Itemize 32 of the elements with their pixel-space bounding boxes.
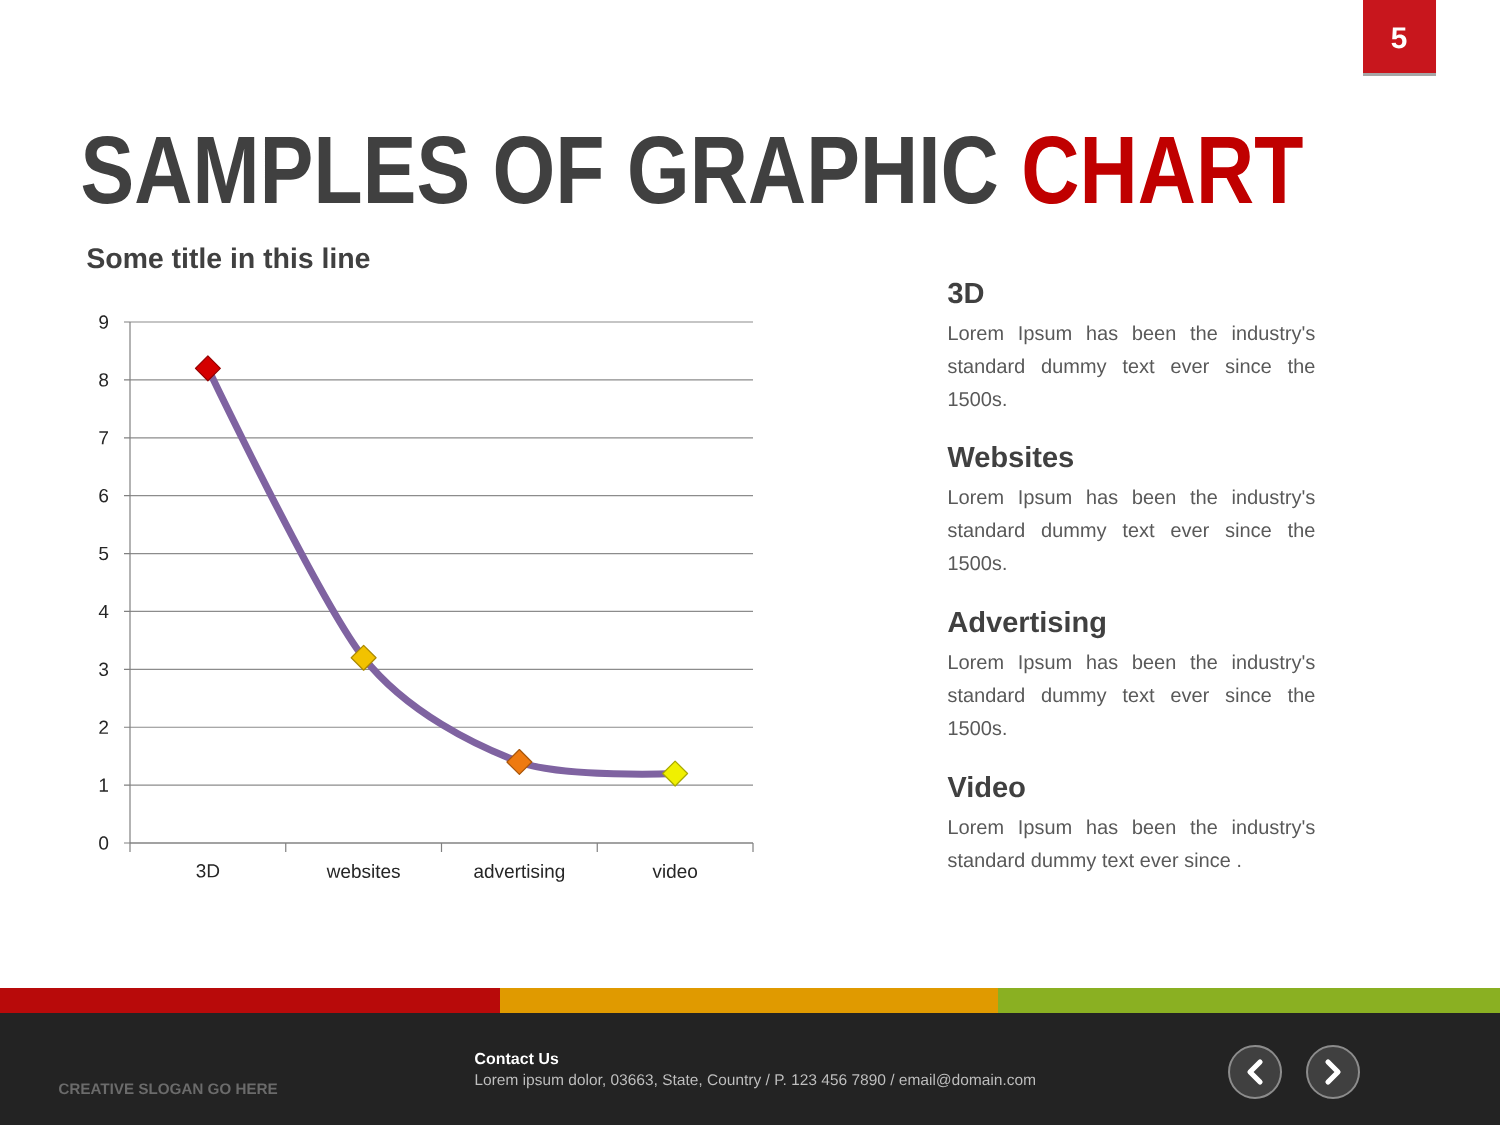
x-tick-label: 3D	[196, 864, 220, 878]
chart-title: SAMPLES OF GRAPHIC CHART	[82, 135, 1303, 204]
text: Lorem Ipsum has been the industry's standard dummy text ever since .	[947, 819, 1315, 872]
point	[506, 748, 533, 776]
y-tick-label: 8	[99, 373, 109, 387]
text: Websites	[947, 445, 1074, 468]
x-tick-label: video	[652, 864, 698, 879]
text: Video	[947, 775, 1025, 798]
chart-subtitle: Some title in this line	[87, 247, 370, 269]
text: Lorem ipsum dolor, 03663, State, Country / P. 123 456 7890 / email@domain.com	[475, 1073, 1035, 1089]
x-tick-label: advertising	[474, 864, 565, 882]
y-tick-label: 5	[99, 546, 109, 561]
text: Lorem Ipsum has been the industry's standard dummy text ever since the 1500s.	[947, 489, 1315, 571]
text: Lorem Ipsum has been the industry's standard dummy text ever since the 1500s.	[947, 654, 1315, 736]
text: CREATIVE SLOGAN GO HERE	[59, 1083, 278, 1095]
y-tick-label: 3	[99, 662, 109, 677]
text: 3D	[948, 282, 984, 304]
y-tick-label: 9	[99, 315, 109, 329]
point	[662, 760, 689, 787]
y-tick-label: 2	[99, 720, 108, 734]
y-tick-label: 0	[99, 836, 109, 850]
point	[350, 644, 377, 671]
y-tick-label: 1	[99, 778, 108, 792]
y-tick-label: 7	[99, 431, 108, 445]
text: Contact Us	[475, 1052, 559, 1065]
y-tick-label: 4	[98, 604, 109, 618]
text: Advertising	[948, 610, 1105, 639]
x-tick-label: websites	[326, 864, 400, 879]
text: Lorem Ipsum has been the industry's standard dummy text ever since the 1500s.	[947, 325, 1315, 407]
text: 5	[1391, 27, 1407, 49]
point	[194, 355, 221, 382]
y-tick-label: 6	[99, 488, 109, 503]
